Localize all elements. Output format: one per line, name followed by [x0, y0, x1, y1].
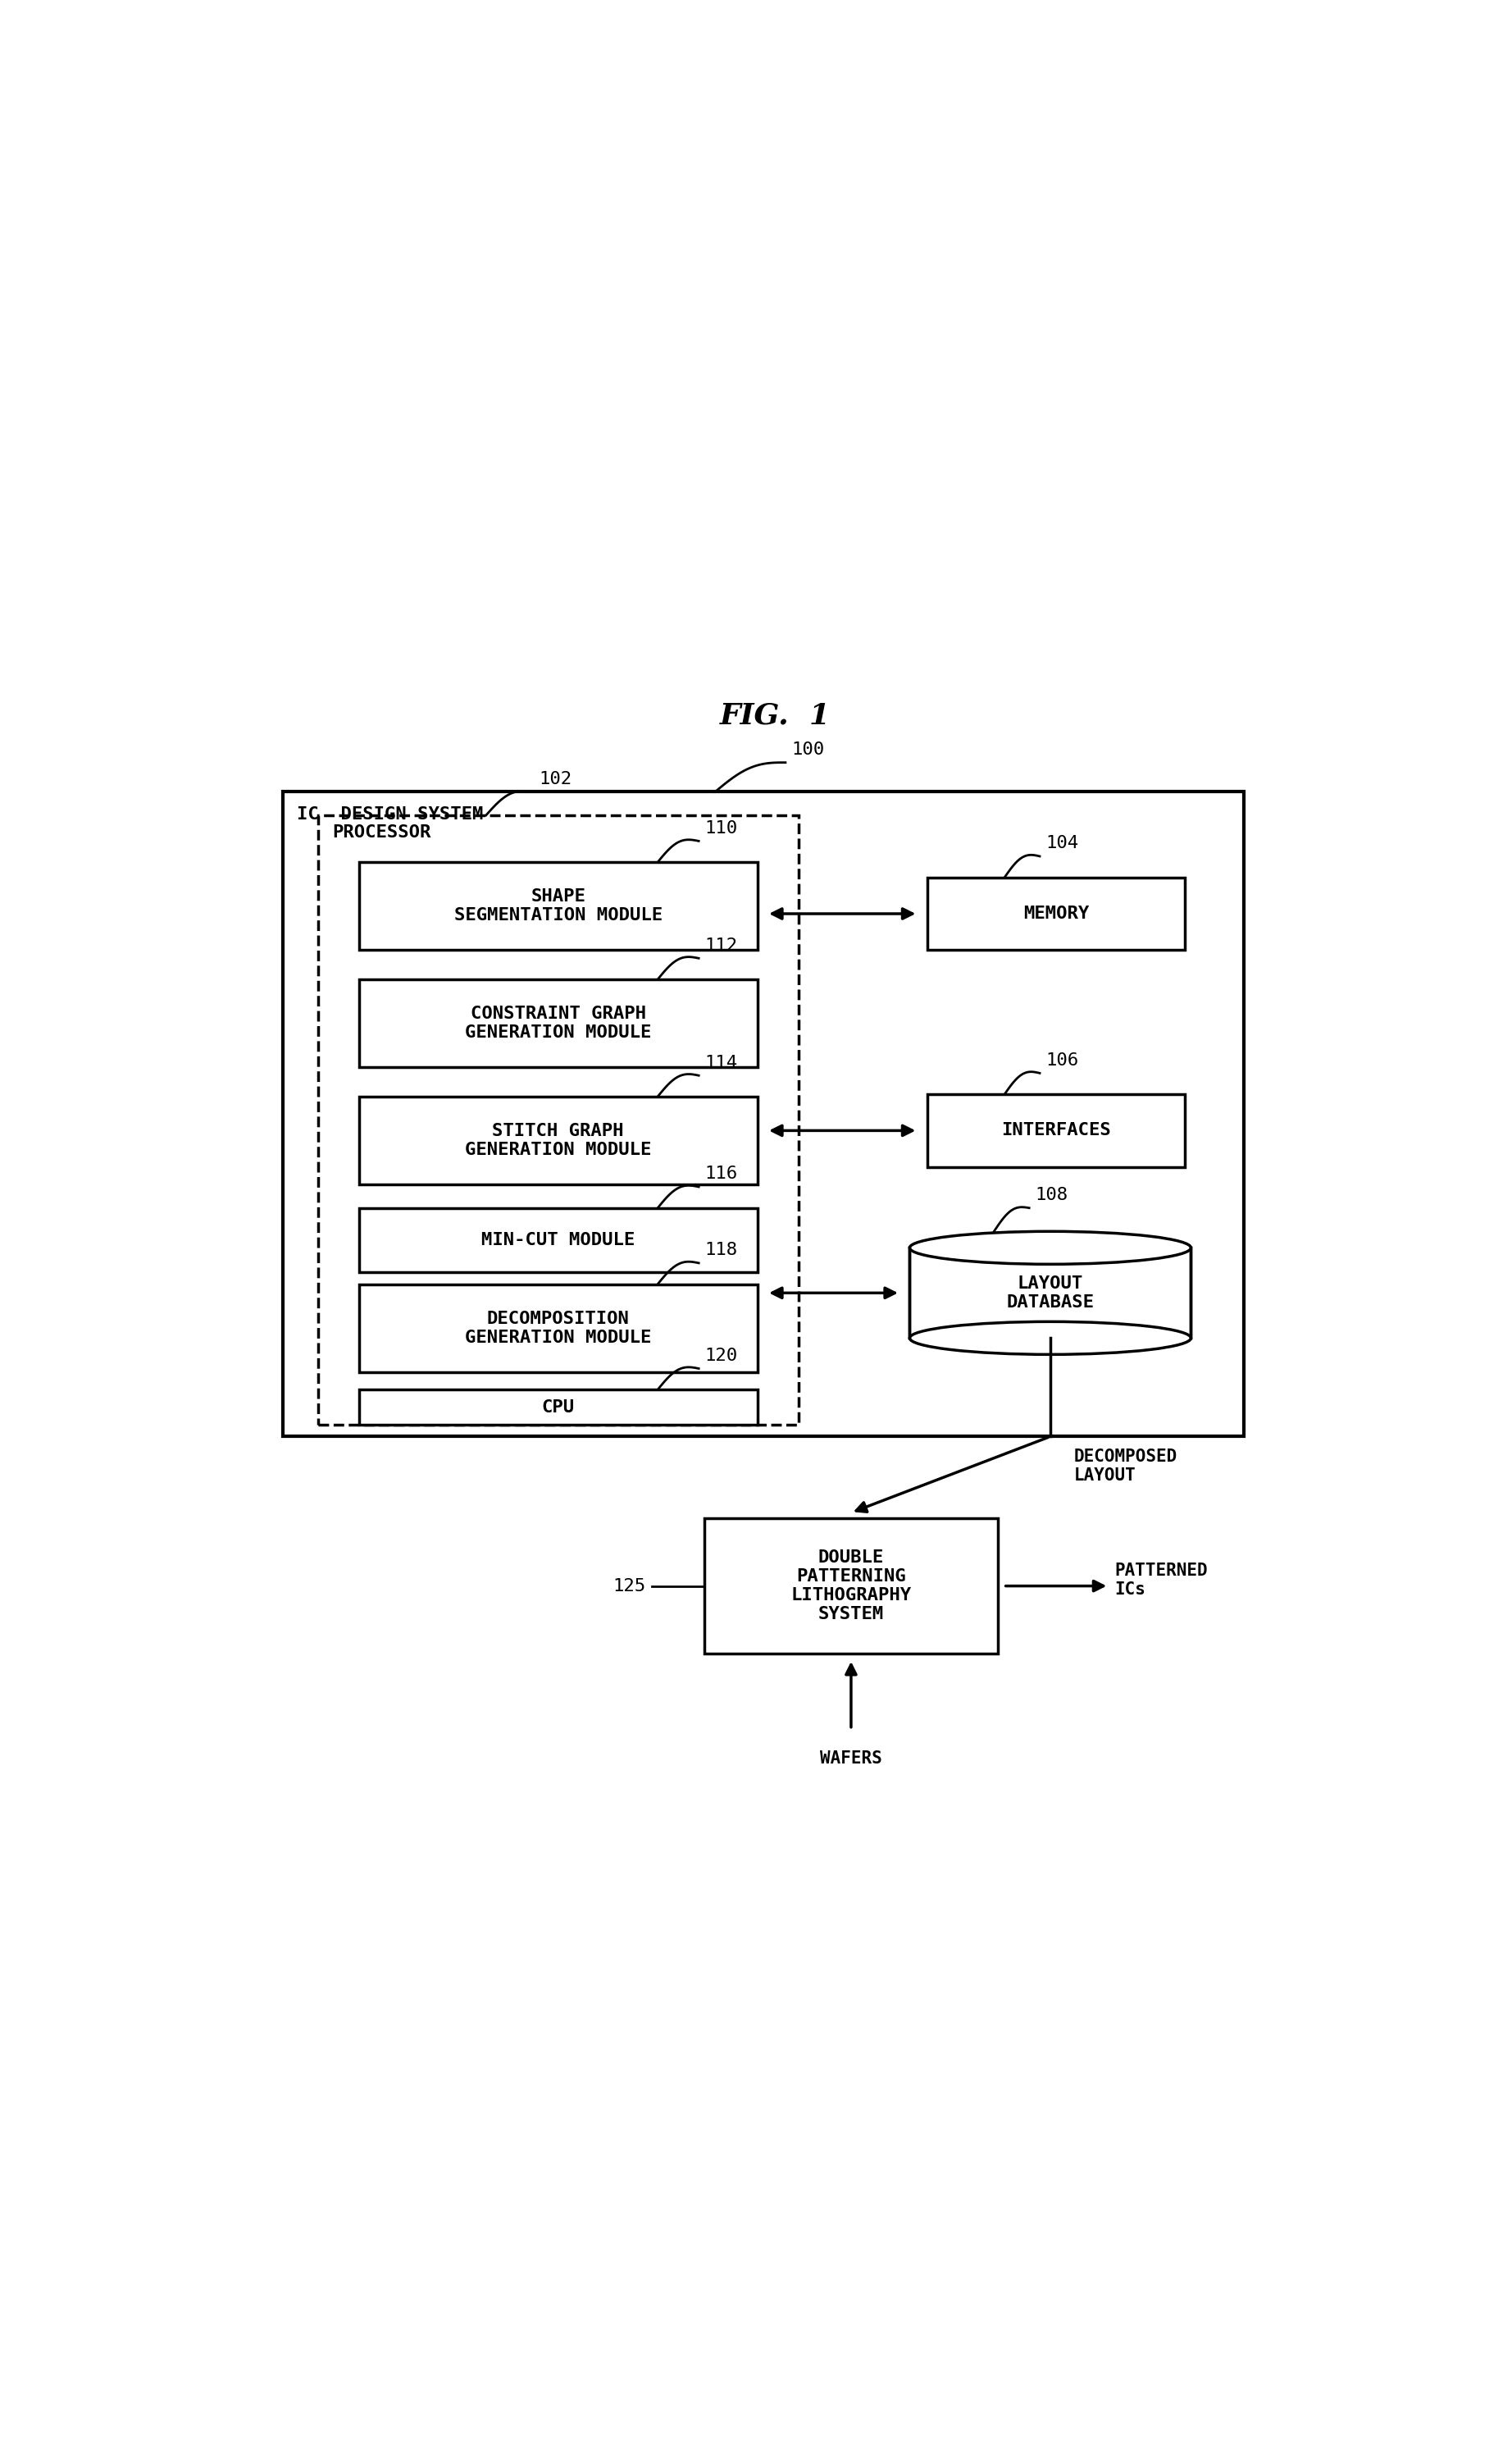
Bar [358, 1208, 758, 1272]
Text: DOUBLE
PATTERNING
LITHOGRAPHY
SYSTEM: DOUBLE PATTERNING LITHOGRAPHY SYSTEM [791, 1548, 912, 1622]
Text: DECOMPOSITION
GENERATION MODULE: DECOMPOSITION GENERATION MODULE [464, 1311, 652, 1345]
Text: 110: 110 [705, 821, 738, 835]
Bar [358, 1098, 758, 1183]
Bar [705, 1519, 998, 1654]
Bar [358, 980, 758, 1068]
Text: 100: 100 [791, 742, 824, 757]
Text: PATTERNED
ICs: PATTERNED ICs [1114, 1563, 1208, 1597]
Bar [358, 862, 758, 951]
Text: SHAPE
SEGMENTATION MODULE: SHAPE SEGMENTATION MODULE [454, 889, 662, 924]
Ellipse shape [910, 1232, 1191, 1264]
Text: 118: 118 [705, 1242, 738, 1259]
Text: STITCH GRAPH
GENERATION MODULE: STITCH GRAPH GENERATION MODULE [464, 1122, 652, 1159]
Text: IC  DESIGN SYSTEM: IC DESIGN SYSTEM [296, 806, 484, 823]
Text: CPU: CPU [541, 1399, 575, 1416]
Text: 125: 125 [612, 1578, 646, 1595]
Bar [283, 791, 1243, 1436]
Bar [358, 1284, 758, 1372]
Text: FIG.  1: FIG. 1 [720, 701, 830, 730]
Bar [927, 1095, 1185, 1166]
Bar [927, 877, 1185, 951]
Text: 108: 108 [1036, 1186, 1067, 1203]
Text: MEMORY: MEMORY [1024, 907, 1089, 921]
Text: 104: 104 [1046, 835, 1078, 853]
Bar [318, 816, 798, 1426]
Bar [910, 1247, 1191, 1338]
Text: 114: 114 [705, 1054, 738, 1071]
Text: 102: 102 [538, 772, 572, 786]
Text: 112: 112 [705, 938, 738, 953]
Bar [358, 1389, 758, 1426]
Text: MIN-CUT MODULE: MIN-CUT MODULE [481, 1232, 635, 1250]
Text: WAFERS: WAFERS [820, 1752, 881, 1766]
Ellipse shape [910, 1321, 1191, 1355]
Text: PROCESSOR: PROCESSOR [333, 826, 431, 840]
Text: 120: 120 [705, 1348, 738, 1365]
Text: DECOMPOSED
LAYOUT: DECOMPOSED LAYOUT [1074, 1448, 1178, 1485]
Text: 106: 106 [1046, 1051, 1078, 1068]
Text: 116: 116 [705, 1166, 738, 1183]
Text: LAYOUT
DATABASE: LAYOUT DATABASE [1007, 1274, 1095, 1311]
Text: CONSTRAINT GRAPH
GENERATION MODULE: CONSTRAINT GRAPH GENERATION MODULE [464, 1004, 652, 1041]
Text: INTERFACES: INTERFACES [1001, 1122, 1111, 1139]
